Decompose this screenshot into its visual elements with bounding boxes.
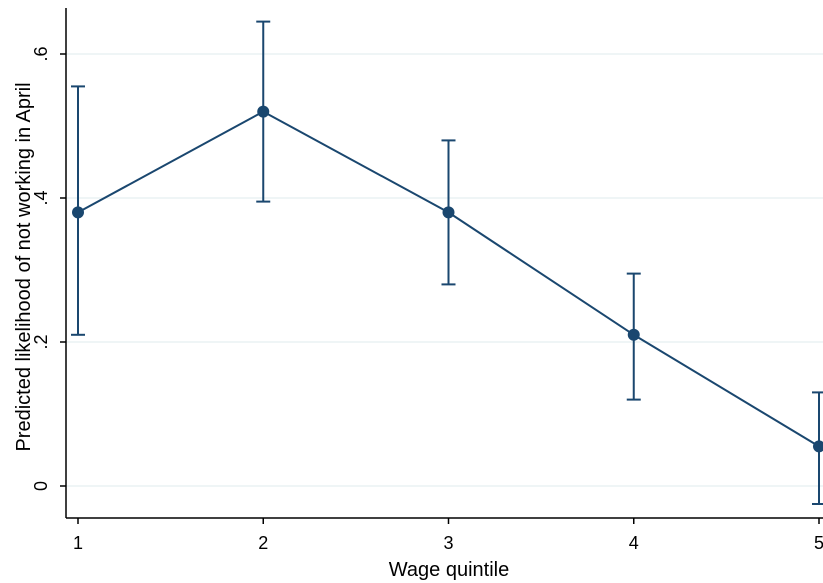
x-tick-label: 1	[73, 533, 83, 553]
y-ticks: 0 .2 .4 .6	[31, 46, 66, 491]
gridlines	[66, 53, 823, 487]
data-point	[442, 206, 455, 219]
x-tick-label: 5	[814, 533, 823, 553]
x-tick-label: 3	[443, 533, 453, 553]
y-tick-label: 0	[31, 481, 51, 491]
y-tick-label: .2	[31, 334, 51, 349]
data-point	[72, 206, 84, 219]
x-tick-label: 2	[258, 533, 268, 553]
data-point	[257, 105, 270, 118]
x-tick-label: 4	[629, 533, 639, 553]
axes	[65, 8, 823, 519]
x-ticks: 1 2 3 4 5	[73, 518, 823, 553]
y-tick-label: .6	[31, 46, 51, 61]
x-axis-title: Wage quintile	[389, 559, 509, 581]
data-point	[627, 328, 640, 341]
y-axis-title: Predicted likelihood of not working in A…	[13, 82, 35, 451]
y-tick-label: .4	[31, 190, 51, 205]
series	[71, 20, 823, 505]
data-point	[813, 440, 823, 453]
